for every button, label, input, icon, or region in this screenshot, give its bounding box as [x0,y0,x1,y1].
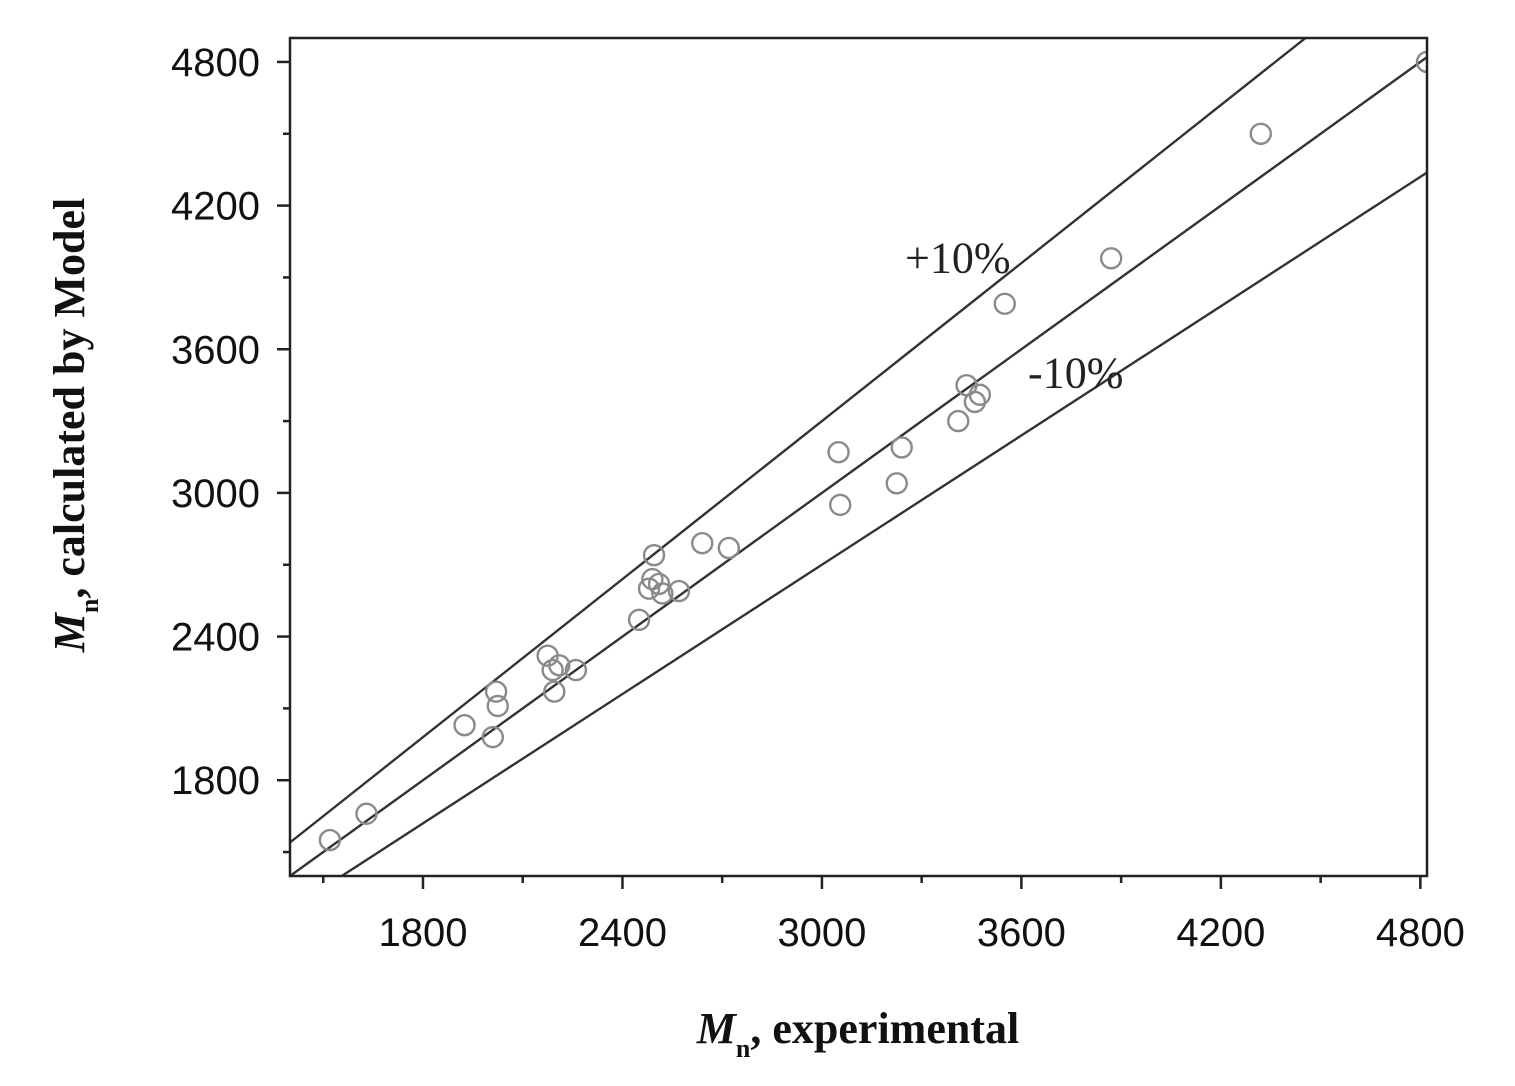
data-point [963,390,987,414]
data-point [885,472,908,495]
data-point [318,828,342,852]
data-point [947,409,970,433]
data-point [453,713,476,737]
data-point [993,292,1016,315]
axis-ticks [277,60,1422,889]
data-point [1099,247,1123,270]
y-tick-label: 1800 [171,759,260,803]
data-point [691,531,714,555]
data-point [829,493,852,517]
data-point [1415,50,1427,74]
reference-lines [290,38,1427,876]
x-tick-label: 3000 [777,911,866,955]
reference-line [339,171,1427,876]
line-label: -10% [1028,349,1123,398]
y-axis-title: Mn, calculated by Model [45,198,104,653]
data-point [564,658,588,682]
data-point [827,441,850,464]
data-point [627,608,651,632]
x-tick-label: 4800 [1376,911,1465,955]
data-point [481,725,504,749]
reference-line [290,56,1427,876]
tick-labels: 1800 2400 3000 3600 4200 4800 1800 2400 3000 3600… [171,41,1465,955]
line-annotations: +10% -10% [905,234,1123,398]
data-point [717,536,741,560]
data-point [968,383,992,406]
y-tick-label: 2400 [171,616,260,660]
data-point [486,694,509,718]
data-point [548,654,571,677]
line-label: +10% [905,234,1010,283]
x-axis-title: Mn, experimental [696,1004,1019,1063]
x-tick-label: 3600 [977,911,1066,955]
y-tick-label: 3600 [171,328,260,372]
data-point [541,658,564,682]
data-point [647,572,671,596]
data-point [355,802,378,825]
x-tick-label: 4200 [1176,911,1265,955]
x-tick-label: 1800 [378,911,467,955]
x-tick-label: 2400 [578,911,667,955]
data-point [642,543,666,567]
reference-line [290,38,1308,844]
y-tick-label: 4800 [171,41,260,85]
data-point [890,436,913,459]
data-point [637,577,661,600]
data-point [484,680,508,703]
data-point [1249,122,1272,145]
y-tick-label: 3000 [171,472,260,516]
data-point [543,680,566,703]
y-tick-label: 4200 [171,185,260,229]
data-point [651,582,674,605]
plot-frame [288,36,1429,878]
data-points [318,50,1427,852]
data-point [667,579,691,603]
